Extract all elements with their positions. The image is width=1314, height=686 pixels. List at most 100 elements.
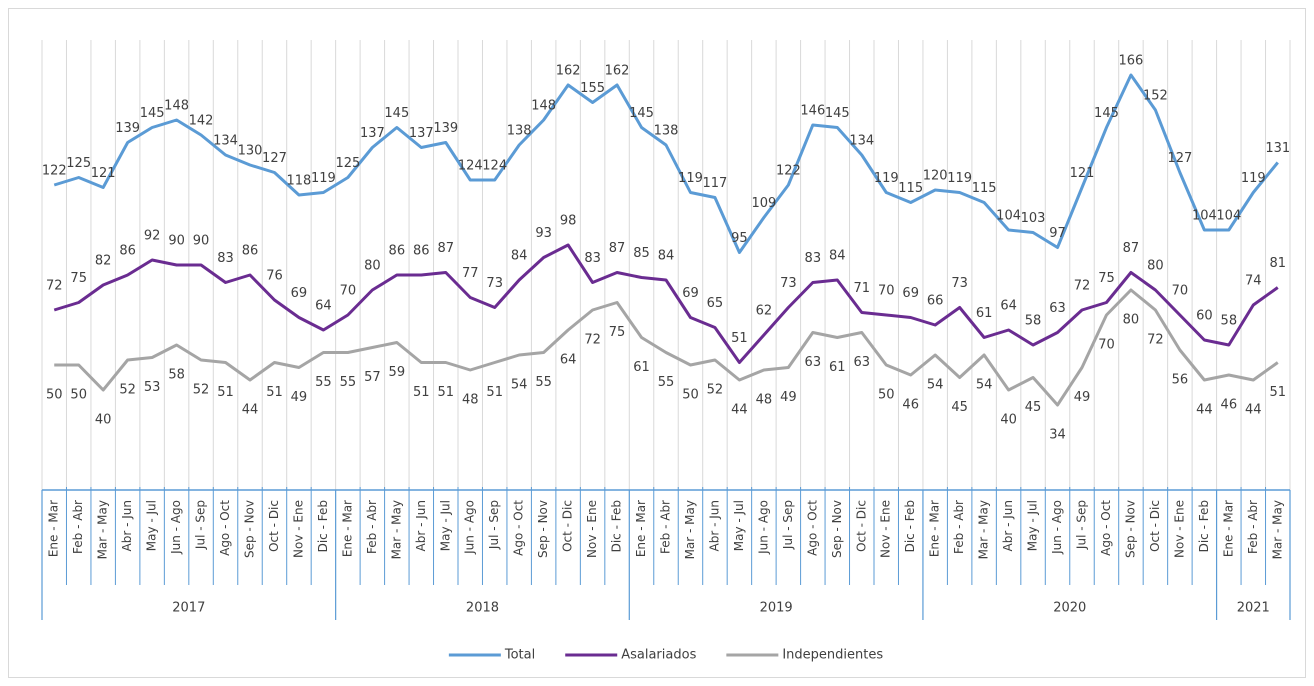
x-tick-label: Nov - Ene xyxy=(1172,500,1186,558)
data-label: 117 xyxy=(703,176,728,191)
x-tick-label: Jun - Ago xyxy=(756,500,770,555)
data-label: 97 xyxy=(1049,226,1066,241)
data-label: 131 xyxy=(1265,141,1290,156)
data-label: 122 xyxy=(42,164,67,179)
x-tick-label: Jun - Ago xyxy=(463,500,477,555)
x-tick-label: Sep - Nov xyxy=(830,500,844,558)
data-label: 75 xyxy=(70,271,87,286)
x-tick-label: Nov - Ene xyxy=(879,500,893,558)
data-label: 145 xyxy=(1094,106,1119,121)
x-tick-label: Abr - Jun xyxy=(1001,500,1015,551)
x-tick-label: Ene - Mar xyxy=(928,500,942,557)
data-label: 124 xyxy=(458,159,483,174)
x-tick-label: Oct - Dic xyxy=(267,500,281,552)
data-label: 63 xyxy=(853,355,870,370)
data-label: 139 xyxy=(115,121,140,136)
data-label: 103 xyxy=(1021,211,1046,226)
data-label: 40 xyxy=(95,413,112,428)
data-label: 50 xyxy=(70,388,87,403)
data-label: 125 xyxy=(335,156,360,171)
x-tick-label: Ago - Oct xyxy=(805,500,819,556)
x-tick-label: Feb - Abr xyxy=(71,500,85,554)
data-label: 86 xyxy=(389,244,406,259)
data-label: 73 xyxy=(780,276,797,291)
data-label: 134 xyxy=(849,134,874,149)
x-tick-label: Dic - Feb xyxy=(316,500,330,552)
group-label: 2019 xyxy=(760,601,793,616)
data-label: 73 xyxy=(951,276,968,291)
data-label: 49 xyxy=(1074,390,1091,405)
data-label: 87 xyxy=(609,241,626,256)
data-label: 63 xyxy=(805,355,822,370)
data-label: 145 xyxy=(629,106,654,121)
x-tick-label: Ene - Mar xyxy=(634,500,648,557)
data-label: 80 xyxy=(1123,313,1140,328)
data-label: 51 xyxy=(266,385,283,400)
data-label: 148 xyxy=(164,99,189,114)
data-label: 115 xyxy=(972,181,997,196)
x-tick-label: Sep - Nov xyxy=(536,500,550,558)
data-label: 86 xyxy=(413,244,430,259)
data-label: 59 xyxy=(389,365,406,380)
data-label: 134 xyxy=(213,134,238,149)
data-label: 86 xyxy=(242,244,259,259)
data-label: 130 xyxy=(238,144,263,159)
data-label: 66 xyxy=(927,294,944,309)
data-label: 55 xyxy=(340,375,357,390)
x-tick-label: Nov - Ene xyxy=(291,500,305,558)
data-label: 90 xyxy=(168,234,185,249)
data-label: 77 xyxy=(462,266,479,281)
data-label: 119 xyxy=(874,171,899,186)
data-label: 76 xyxy=(266,269,283,284)
data-label: 145 xyxy=(384,106,409,121)
x-tick-label: Ago - Oct xyxy=(1099,500,1113,556)
x-tick-label: Ene - Mar xyxy=(340,500,354,557)
data-label: 48 xyxy=(462,393,479,408)
data-label: 70 xyxy=(1172,284,1189,299)
data-label: 34 xyxy=(1049,428,1066,443)
data-label: 82 xyxy=(95,254,112,269)
x-tick-label: Ago - Oct xyxy=(512,500,526,556)
x-tick-label: Mar - May xyxy=(389,500,403,559)
data-label: 69 xyxy=(682,286,699,301)
data-label: 64 xyxy=(1000,299,1017,314)
data-label: 49 xyxy=(291,390,308,405)
group-label: 2017 xyxy=(172,601,205,616)
data-label: 49 xyxy=(780,390,797,405)
data-label: 55 xyxy=(535,375,552,390)
data-label: 45 xyxy=(951,400,968,415)
data-label: 60 xyxy=(1196,309,1213,324)
x-tick-label: Feb - Abr xyxy=(659,500,673,554)
x-tick-label: Oct - Dic xyxy=(1148,500,1162,552)
x-tick-label: Jul - Sep xyxy=(1075,500,1089,550)
data-label: 119 xyxy=(1241,171,1266,186)
data-label: 139 xyxy=(433,121,458,136)
data-label: 55 xyxy=(658,375,675,390)
x-tick-label: Mar - May xyxy=(683,500,697,559)
data-label: 146 xyxy=(800,104,825,119)
data-label: 54 xyxy=(927,378,944,393)
data-label: 121 xyxy=(1070,166,1095,181)
data-label: 70 xyxy=(340,284,357,299)
data-label: 148 xyxy=(531,99,556,114)
x-tick-label: Jul - Sep xyxy=(487,500,501,550)
data-label: 120 xyxy=(923,169,948,184)
data-label: 71 xyxy=(853,281,870,296)
data-label: 45 xyxy=(1025,400,1042,415)
data-label: 80 xyxy=(1147,259,1164,274)
x-tick-label: Nov - Ene xyxy=(585,500,599,558)
data-label: 119 xyxy=(311,171,336,186)
data-label: 162 xyxy=(556,64,581,79)
x-tick-label: Ago - Oct xyxy=(218,500,232,556)
data-label: 44 xyxy=(1196,403,1213,418)
x-tick-label: Mar - May xyxy=(1270,500,1284,559)
x-tick-label: May - Jul xyxy=(145,500,159,551)
data-label: 51 xyxy=(413,385,430,400)
data-label: 58 xyxy=(1221,314,1238,329)
data-label: 125 xyxy=(66,156,91,171)
data-label: 155 xyxy=(580,81,605,96)
chart-frame xyxy=(8,8,1306,678)
group-label: 2021 xyxy=(1237,601,1270,616)
data-label: 124 xyxy=(482,159,507,174)
data-label: 73 xyxy=(486,276,503,291)
